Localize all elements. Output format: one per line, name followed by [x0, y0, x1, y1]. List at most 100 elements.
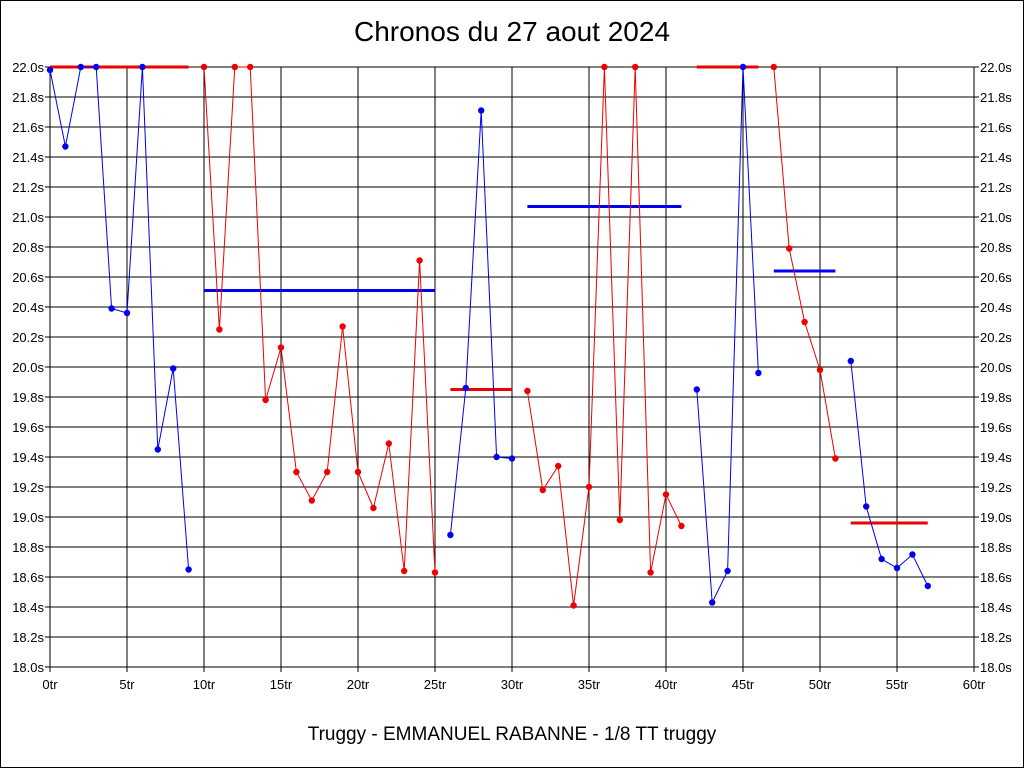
series-line — [850, 360, 929, 587]
data-point — [108, 305, 115, 312]
y-tick-label-right: 19.4s — [980, 450, 1012, 465]
data-point — [585, 483, 593, 491]
y-tick-label-right: 20.4s — [980, 300, 1012, 315]
y-tick-label-right: 19.2s — [980, 480, 1012, 495]
data-point — [616, 516, 623, 524]
series-line — [203, 66, 436, 573]
data-point — [786, 245, 793, 252]
y-tick-label-left: 19.0s — [12, 510, 44, 525]
series-line — [773, 66, 836, 459]
y-tick-label-left: 20.8s — [12, 240, 44, 255]
data-point — [539, 486, 546, 494]
x-tick-label: 15tr — [270, 677, 293, 692]
data-point — [231, 63, 238, 71]
data-point — [493, 453, 500, 461]
y-tick-label-right: 20.2s — [980, 330, 1012, 345]
y-tick-label-left: 19.2s — [12, 480, 44, 495]
x-tick-label: 30tr — [501, 677, 524, 692]
y-tick-label-right: 21.8s — [980, 90, 1012, 105]
data-point — [185, 566, 192, 573]
y-tick-label-left: 21.0s — [12, 210, 44, 225]
data-point — [154, 446, 161, 453]
data-point — [801, 318, 808, 326]
data-point — [447, 531, 454, 539]
y-tick-label-right: 21.4s — [980, 150, 1012, 165]
y-tick-label-left: 19.4s — [12, 450, 44, 465]
data-point — [770, 63, 777, 71]
y-tick-label-right: 20.0s — [980, 360, 1012, 375]
y-tick-label-left: 22.0s — [12, 60, 44, 75]
data-point — [277, 344, 285, 351]
y-tick-label-left: 18.2s — [12, 630, 44, 645]
data-point — [416, 257, 423, 264]
data-point — [924, 582, 931, 590]
series-layer — [46, 63, 931, 609]
data-point — [139, 63, 146, 71]
data-point — [832, 455, 839, 462]
y-tick-label-right: 19.8s — [980, 390, 1012, 405]
data-point — [247, 63, 254, 71]
chart-title: Chronos du 27 aout 2024 — [353, 16, 671, 47]
data-point — [354, 468, 362, 476]
y-tick-label-right: 18.6s — [980, 570, 1012, 585]
x-tick-label: 50tr — [809, 677, 832, 692]
series-line — [49, 66, 190, 570]
data-point — [123, 309, 131, 317]
data-point — [62, 143, 69, 150]
data-point — [709, 599, 716, 606]
y-tick-label-right: 19.6s — [980, 420, 1012, 435]
y-tick-label-left: 18.0s — [12, 660, 44, 675]
data-point — [816, 366, 824, 374]
y-tick-label-left: 18.4s — [12, 600, 44, 615]
y-tick-label-right: 18.4s — [980, 600, 1012, 615]
data-point — [385, 440, 392, 447]
x-tick-label: 40tr — [655, 677, 678, 692]
y-tick-label-left: 21.2s — [12, 180, 44, 195]
x-tick-label: 35tr — [578, 677, 601, 692]
data-point — [170, 365, 177, 372]
data-point — [909, 551, 916, 558]
y-tick-label-left: 20.0s — [12, 360, 44, 375]
y-tick-label-right: 21.6s — [980, 120, 1012, 135]
data-point — [739, 63, 747, 71]
y-tick-label-right: 18.8s — [980, 540, 1012, 555]
data-point — [401, 567, 408, 575]
y-tick-label-left: 20.4s — [12, 300, 44, 315]
x-tick-label: 0tr — [42, 677, 58, 692]
x-tick-label: 10tr — [193, 677, 216, 692]
data-point — [601, 63, 608, 71]
y-tick-label-left: 18.6s — [12, 570, 44, 585]
data-point — [693, 386, 700, 393]
series-line — [696, 66, 759, 605]
data-point — [662, 491, 670, 498]
x-tick-label: 55tr — [886, 677, 909, 692]
x-tick-label: 25tr — [424, 677, 447, 692]
data-point — [293, 468, 300, 476]
data-point — [216, 326, 223, 333]
data-point — [478, 107, 485, 114]
data-point — [847, 357, 854, 365]
series-line — [526, 66, 682, 606]
y-tick-label-right: 21.0s — [980, 210, 1012, 225]
data-point — [46, 66, 54, 74]
data-point — [339, 323, 346, 330]
y-tick-labels-right: 18.0s 18.2s 18.4s 18.6s 18.8s 19.0s 19.2s 19.4s… — [980, 60, 1012, 675]
data-point — [555, 462, 562, 470]
data-point — [878, 555, 885, 563]
data-point — [570, 602, 577, 609]
x-tick-label: 20tr — [347, 677, 370, 692]
data-point — [524, 387, 531, 395]
y-tick-label-left: 20.2s — [12, 330, 44, 345]
x-tick-label: 45tr — [732, 677, 755, 692]
y-tick-label-right: 20.6s — [980, 270, 1012, 285]
data-point — [678, 522, 685, 530]
data-point — [647, 569, 654, 576]
data-point — [308, 497, 315, 504]
data-point — [324, 468, 331, 476]
y-tick-label-right: 22.0s — [980, 60, 1012, 75]
data-point — [462, 384, 469, 392]
data-point — [508, 455, 516, 462]
x-tick-label: 60tr — [963, 677, 986, 692]
data-point — [632, 63, 639, 71]
